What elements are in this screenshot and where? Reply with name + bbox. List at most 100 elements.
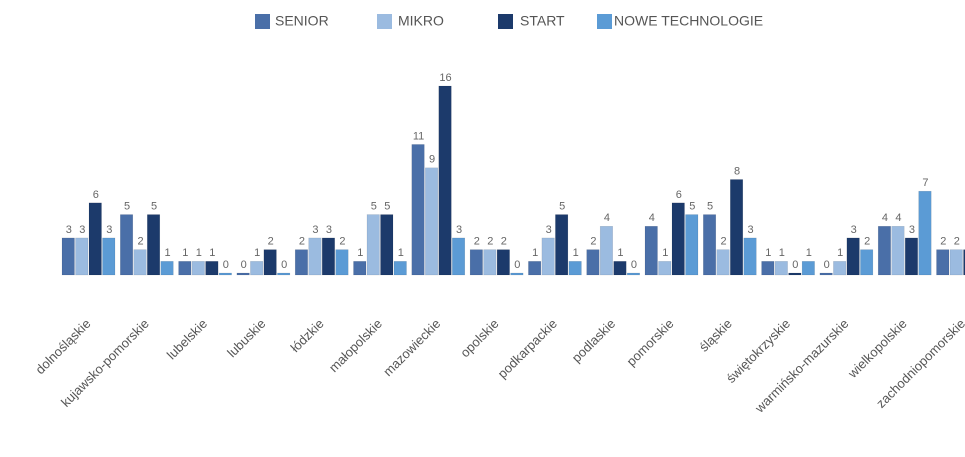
bar — [730, 179, 744, 276]
bar — [438, 85, 452, 276]
value-label: 3 — [326, 224, 332, 236]
bar — [716, 249, 730, 276]
bar — [133, 249, 147, 276]
value-label: 5 — [689, 200, 695, 212]
bar — [510, 272, 524, 276]
value-label: 3 — [66, 224, 72, 236]
value-label: 2 — [720, 236, 726, 248]
value-label: 2 — [474, 236, 480, 248]
value-label: 5 — [124, 200, 130, 212]
bar — [877, 226, 891, 276]
value-label: 4 — [895, 212, 901, 224]
value-label: 3 — [106, 224, 112, 236]
bar — [452, 237, 466, 276]
value-label: 2 — [590, 236, 596, 248]
bar — [75, 237, 89, 276]
value-label: 6 — [93, 189, 99, 201]
bar — [191, 261, 205, 276]
value-label: 1 — [837, 247, 843, 259]
value-label: 4 — [649, 212, 655, 224]
legend-label: MIKRO — [398, 13, 444, 29]
legend-swatch — [377, 14, 392, 29]
bar — [788, 272, 802, 276]
bar — [936, 249, 950, 276]
value-label: 2 — [954, 236, 960, 248]
bar — [963, 249, 965, 276]
value-label: 3 — [747, 224, 753, 236]
value-label: 1 — [806, 247, 812, 259]
bar — [250, 261, 264, 276]
value-label: 2 — [487, 236, 493, 248]
value-label: 0 — [824, 259, 830, 271]
value-label: 0 — [223, 259, 229, 271]
category-label: lubuskie — [224, 316, 268, 360]
value-label: 2 — [501, 236, 507, 248]
bar — [366, 214, 380, 276]
bar — [599, 226, 613, 276]
bar — [586, 249, 600, 276]
bar — [308, 237, 322, 276]
bar — [147, 214, 161, 276]
value-label: 16 — [439, 72, 451, 84]
value-label: 3 — [546, 224, 552, 236]
legend-swatch — [498, 14, 513, 29]
legend-swatch — [255, 14, 270, 29]
value-label: 11 — [413, 130, 424, 142]
bar — [918, 190, 932, 276]
bar — [703, 214, 717, 276]
value-label: 1 — [398, 247, 404, 259]
bar — [541, 237, 555, 276]
bar — [891, 226, 905, 276]
category-label: śląskie — [696, 316, 735, 355]
value-label: 1 — [662, 247, 668, 259]
value-label: 1 — [164, 247, 170, 259]
value-label: 1 — [254, 247, 260, 259]
value-label: 1 — [196, 247, 202, 259]
bar — [178, 261, 192, 276]
bar — [644, 226, 658, 276]
bar — [801, 261, 815, 276]
value-label: 3 — [79, 224, 85, 236]
bar — [528, 261, 542, 276]
value-label: 0 — [631, 259, 637, 271]
value-label: 1 — [357, 247, 363, 259]
value-label: 1 — [617, 247, 623, 259]
bar — [626, 272, 640, 276]
category-label: dolnośląskie — [32, 316, 93, 377]
bar — [393, 261, 407, 276]
value-label: 3 — [909, 224, 915, 236]
value-label: 9 — [429, 154, 435, 166]
value-label: 0 — [241, 259, 247, 271]
legend-label: NOWE TECHNOLOGIE — [614, 13, 763, 29]
bar — [483, 249, 497, 276]
bar — [277, 272, 291, 276]
value-label: 1 — [209, 247, 215, 259]
bar — [846, 237, 860, 276]
bar — [613, 261, 627, 276]
value-label: 5 — [371, 200, 377, 212]
value-label: 1 — [182, 247, 188, 259]
bar — [160, 261, 174, 276]
bar — [904, 237, 918, 276]
bar — [263, 249, 277, 276]
bar — [671, 202, 685, 276]
bar — [61, 237, 75, 276]
bar — [335, 249, 349, 276]
bar — [774, 261, 788, 276]
value-label: 0 — [281, 259, 287, 271]
bar — [833, 261, 847, 276]
legend-swatch — [597, 14, 612, 29]
category-label: małopolskie — [326, 316, 385, 375]
category-label: opolskie — [457, 316, 501, 360]
value-label: 2 — [299, 236, 305, 248]
bar — [496, 249, 510, 276]
value-label: 2 — [864, 236, 870, 248]
bar — [218, 272, 232, 276]
bar — [88, 202, 102, 276]
value-label: 4 — [882, 212, 888, 224]
value-label: 1 — [765, 247, 771, 259]
category-label: łódzkie — [288, 316, 327, 355]
bar — [321, 237, 335, 276]
bar — [949, 249, 963, 276]
